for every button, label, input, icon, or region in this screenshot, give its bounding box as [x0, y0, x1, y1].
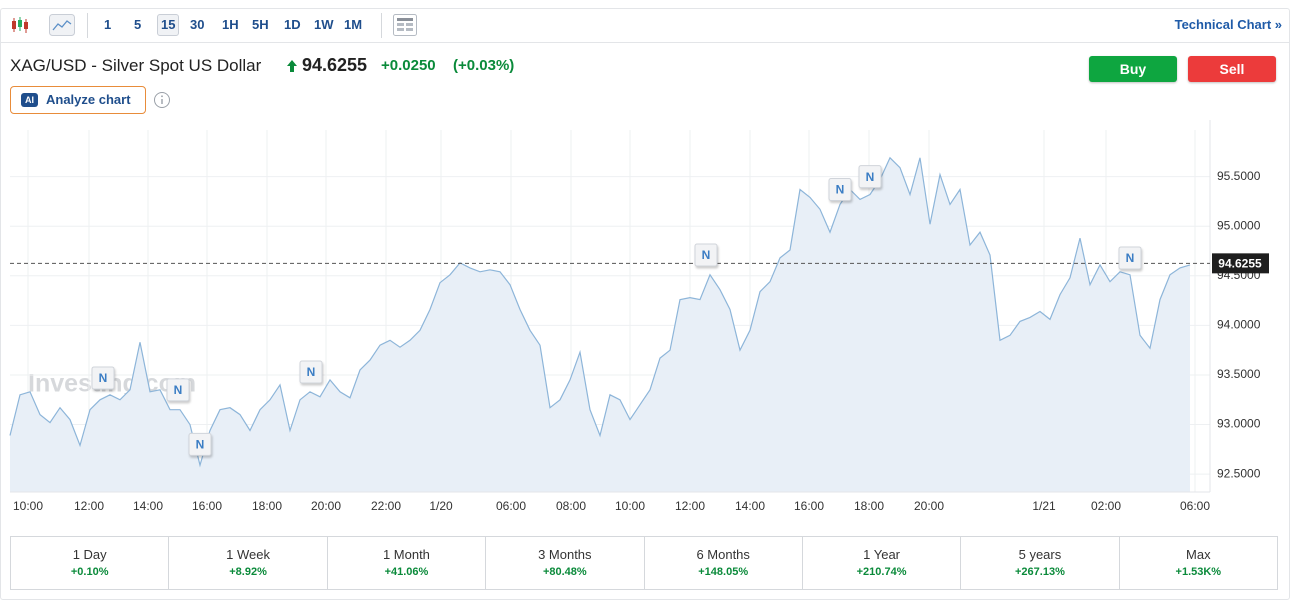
period-change: +80.48%: [542, 566, 587, 578]
period-name: Max: [1186, 547, 1211, 562]
x-tick-label: 18:00: [854, 499, 884, 513]
news-marker-label: N: [307, 365, 316, 379]
period-cell[interactable]: Max +1.53K%: [1120, 537, 1277, 589]
x-tick-label: 1/20: [429, 499, 453, 513]
news-marker: [694, 243, 718, 267]
news-marker: [299, 360, 323, 384]
news-marker-label: N: [196, 438, 205, 452]
x-tick-label: 1/21: [1032, 499, 1056, 513]
news-marker: [91, 366, 115, 390]
table-icon[interactable]: [393, 14, 417, 36]
x-tick-label: 16:00: [192, 499, 222, 513]
periods: 1 Day +0.10% 1 Week +8.92% 1 Month +41.06% 3 M…: [10, 536, 1278, 590]
analyze-button[interactable]: AI Analyze chart: [10, 86, 146, 114]
y-tick-label: 94.0000: [1217, 318, 1261, 332]
x-tick-label: 18:00: [252, 499, 282, 513]
period-cell[interactable]: 3 Months +80.48%: [486, 537, 645, 589]
frame: [0, 8, 1290, 600]
x-tick-label: 08:00: [556, 499, 586, 513]
news-marker-label: N: [174, 383, 183, 397]
change-pct: (+0.03%): [453, 57, 515, 74]
period-cell[interactable]: 1 Year +210.74%: [803, 537, 962, 589]
sell-button[interactable]: Sell: [1188, 56, 1276, 82]
current-price-label: 94.6255: [1218, 257, 1262, 271]
x-tick-label: 10:00: [13, 499, 43, 513]
news-marker: [828, 178, 852, 202]
separator: [381, 13, 382, 38]
period-cell[interactable]: 1 Month +41.06%: [328, 537, 487, 589]
period-name: 3 Months: [538, 547, 592, 562]
area-fill: [10, 157, 1190, 493]
y-tick-label: 93.5000: [1217, 367, 1261, 381]
period-name: 1 Year: [863, 547, 900, 562]
x-tick-label: 02:00: [1091, 499, 1121, 513]
analyze-label: Analyze chart: [46, 92, 131, 107]
news-marker-label: N: [866, 170, 875, 184]
news-marker-label: N: [836, 183, 845, 197]
period-change: +41.06%: [384, 566, 429, 578]
period-change: +210.74%: [856, 566, 907, 578]
y-tick-label: 95.0000: [1217, 218, 1261, 232]
news-marker-label: N: [1126, 251, 1135, 265]
news-marker-label: N: [99, 371, 108, 385]
news-marker: [166, 378, 190, 402]
x-tick-label: 12:00: [675, 499, 705, 513]
buy-button[interactable]: Buy: [1089, 56, 1177, 82]
price: 94.6255: [302, 55, 368, 75]
interval-button[interactable]: 1H: [222, 17, 239, 32]
period-change: +267.13%: [1015, 566, 1065, 578]
x-tick-label: 14:00: [133, 499, 163, 513]
news-marker: [188, 432, 212, 456]
interval-button[interactable]: 1: [104, 17, 112, 32]
news-marker-label: N: [702, 248, 711, 262]
x-tick-label: 20:00: [311, 499, 341, 513]
y-tick-label: 92.5000: [1217, 466, 1261, 480]
interval-button[interactable]: 30: [190, 17, 205, 32]
news-marker: [1118, 246, 1142, 270]
interval-button[interactable]: 5: [134, 17, 142, 32]
x-tick-label: 14:00: [735, 499, 765, 513]
x-tick-label: 20:00: [914, 499, 944, 513]
interval-button[interactable]: 15: [157, 14, 180, 36]
technical-chart-link[interactable]: Technical Chart »: [1174, 17, 1282, 32]
separator: [87, 13, 88, 38]
toolbar: 1 5 15 30 1H 5H 1D 1W 1M: [1, 9, 1289, 43]
y-tick-label: 95.5000: [1217, 169, 1261, 183]
y-tick-label: 93.0000: [1217, 417, 1261, 431]
period-name: 1 Month: [382, 547, 430, 562]
interval-button[interactable]: 1M: [344, 17, 363, 32]
period-name: 1 Week: [226, 547, 270, 562]
x-tick-label: 10:00: [615, 499, 645, 513]
current-price-tag: [1212, 253, 1269, 274]
info-icon[interactable]: [153, 91, 171, 109]
change: +0.0250: [381, 57, 436, 74]
interval-button[interactable]: 1D: [284, 17, 301, 32]
period-cell[interactable]: 1 Day +0.10%: [11, 537, 170, 589]
interval-button[interactable]: 5H: [252, 17, 269, 32]
ai-badge: AI: [21, 93, 38, 107]
period-name: 5 years: [1018, 547, 1062, 562]
x-tick-label: 06:00: [496, 499, 526, 513]
x-tick-label: 16:00: [794, 499, 824, 513]
period-name: 1 Day: [72, 547, 107, 562]
period-change: +148.05%: [698, 566, 749, 578]
x-tick-label: 12:00: [74, 499, 104, 513]
period-cell[interactable]: 1 Week +8.92%: [169, 537, 328, 589]
x-tick-label: 06:00: [1180, 499, 1210, 513]
period-cell[interactable]: 5 years +267.13%: [961, 537, 1120, 589]
area-icon[interactable]: [49, 14, 75, 36]
period-change: +1.53K%: [1175, 566, 1222, 578]
period-change: +0.10%: [70, 566, 109, 578]
x-tick-label: 22:00: [371, 499, 401, 513]
chart: Investing.com92.500093.000093.500094.000…: [9, 120, 1269, 513]
interval-button[interactable]: 1W: [314, 17, 334, 32]
symbol: XAG/USD - Silver Spot US Dollar: [10, 56, 262, 75]
period-change: +8.92%: [229, 566, 267, 578]
period-cell[interactable]: 6 Months +148.05%: [645, 537, 803, 589]
period-name: 6 Months: [696, 547, 750, 562]
news-marker: [858, 165, 882, 189]
candle-icon[interactable]: [9, 15, 31, 35]
up-arrow: [287, 60, 297, 72]
